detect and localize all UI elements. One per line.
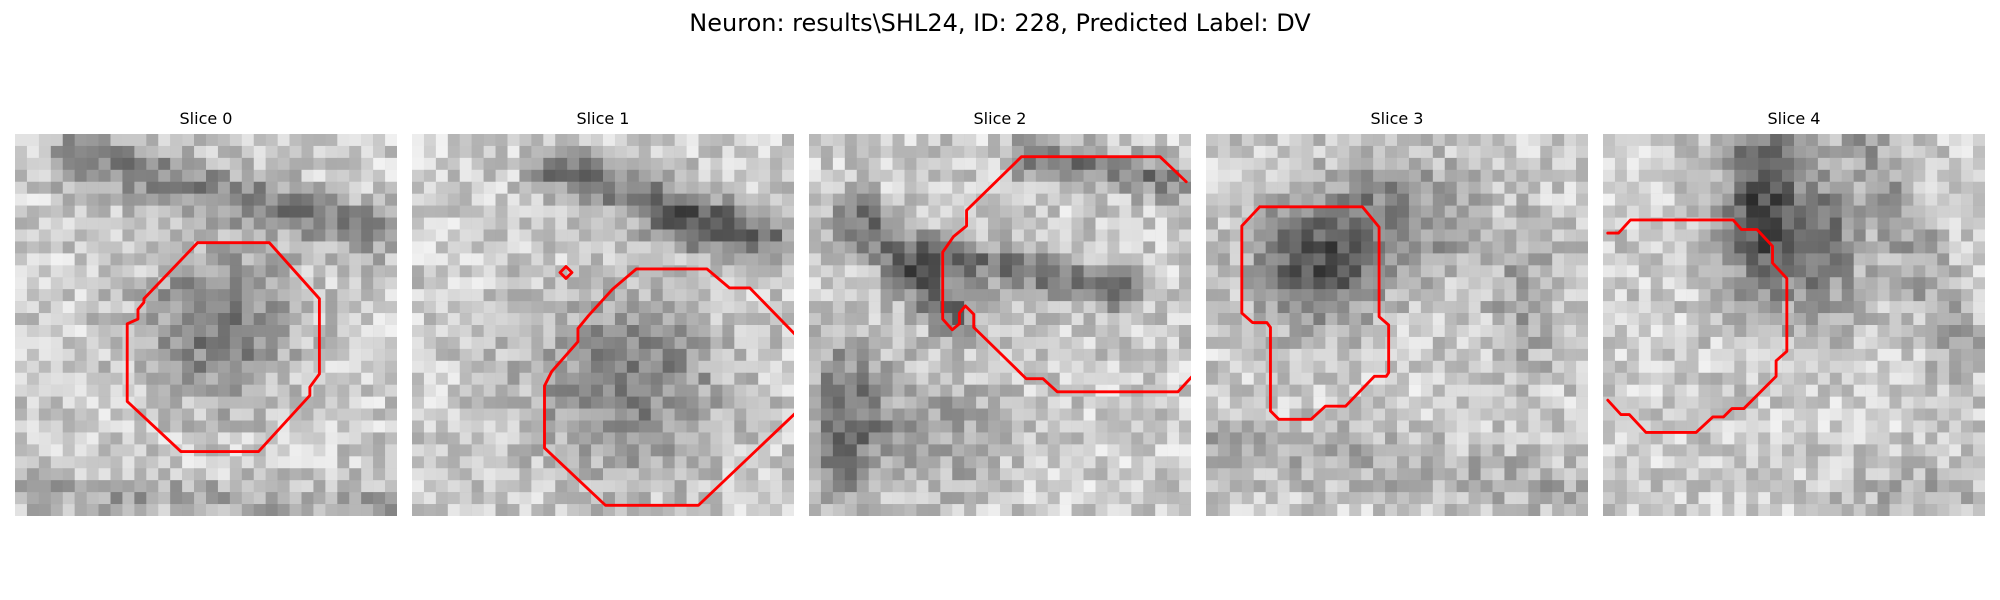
- slice-image-4: [1603, 134, 1985, 516]
- micrograph-pixels: [412, 134, 794, 516]
- slice-image-2: [809, 134, 1191, 516]
- slice-image-3: [1206, 134, 1588, 516]
- micrograph-pixels: [1603, 134, 1985, 516]
- slice-title-4: Slice 4: [1767, 109, 1821, 128]
- slice-title-0: Slice 0: [179, 109, 233, 128]
- slice-image-0: [15, 134, 397, 516]
- slice-title-3: Slice 3: [1370, 109, 1424, 128]
- micrograph-pixels: [15, 134, 397, 516]
- roi-contour: [941, 155, 1191, 394]
- slice-panel-0: Slice 0: [15, 108, 397, 518]
- micrograph-pixels: [1206, 134, 1588, 516]
- roi-contour-fragment: [558, 265, 574, 280]
- slice-panel-2: Slice 2: [809, 108, 1191, 518]
- micrograph-pixels: [809, 134, 1191, 516]
- roi-contour: [543, 267, 794, 507]
- roi-contour: [125, 241, 321, 453]
- roi-contour: [1606, 218, 1789, 434]
- figure-title: Neuron: results\SHL24, ID: 228, Predicte…: [689, 9, 1311, 37]
- roi-contour: [1240, 205, 1391, 421]
- slice-panel-1: Slice 1: [412, 108, 794, 518]
- slice-panel-4: Slice 4: [1603, 108, 1985, 518]
- slice-title-2: Slice 2: [973, 109, 1027, 128]
- slice-panel-3: Slice 3: [1206, 108, 1588, 518]
- slice-title-1: Slice 1: [576, 109, 630, 128]
- slice-image-1: [412, 134, 794, 516]
